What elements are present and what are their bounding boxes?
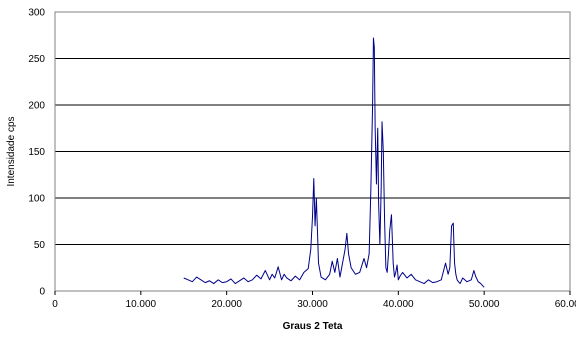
y-tick-label: 0 [39, 287, 45, 298]
x-tick-label: 0 [52, 299, 58, 310]
x-tick-label: 10.000 [126, 299, 157, 310]
x-tick-label: 20.000 [211, 299, 242, 310]
y-tick-label: 300 [28, 8, 45, 19]
y-axis-tick-labels: 0 50 100 150 200 250 300 [28, 8, 45, 298]
y-tick-label: 250 [28, 54, 45, 65]
y-tick-label: 150 [28, 147, 45, 158]
y-tick-label: 50 [34, 240, 46, 251]
x-axis-title: Graus 2 Teta [283, 321, 343, 332]
series-line-intensity [183, 37, 485, 288]
x-tick-label: 40.000 [383, 299, 414, 310]
x-tick-label: 60.000 [555, 299, 576, 310]
x-axis-tick-labels: 0 10.000 20.000 30.000 40.000 50.000 60.000 [52, 299, 576, 310]
x-tick-label: 30.000 [297, 299, 328, 310]
x-axis-tick-marks [54, 291, 571, 295]
y-tick-label: 200 [28, 101, 45, 112]
y-tick-label: 100 [28, 194, 45, 205]
y-axis-title: Intensidade cps [6, 116, 17, 186]
x-tick-label: 50.000 [469, 299, 500, 310]
